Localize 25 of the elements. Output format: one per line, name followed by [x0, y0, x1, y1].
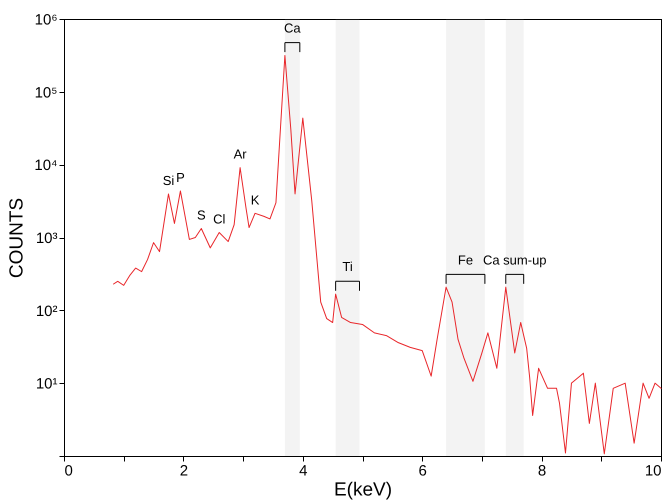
x-tick-label: 6: [418, 462, 427, 480]
annotation: S: [196, 207, 206, 222]
y-tick-label: 10²: [36, 302, 58, 320]
x-tick-label: 8: [538, 462, 546, 480]
x-tick-label: 2: [180, 462, 188, 480]
x-tick-label: 10: [644, 462, 662, 480]
y-tick-label: 10³: [36, 230, 58, 247]
line-series: [113, 54, 662, 454]
band-label: Ca: [284, 20, 302, 36]
x-tick-label: 0: [64, 462, 73, 480]
annotation: P: [176, 170, 185, 185]
y-tick-label: 10¹: [36, 376, 58, 393]
band-label: Ti: [342, 259, 353, 274]
band-label: Ca sum-up: [482, 252, 547, 268]
band-label: Fe: [458, 252, 474, 268]
y-tick-label: 10⁵: [34, 84, 58, 102]
x-axis-title: E(keV): [334, 480, 392, 500]
annotation: Ar: [234, 146, 248, 162]
y-axis-title: COUNTS: [6, 198, 28, 278]
annotation: K: [250, 192, 260, 208]
x-tick-label: 4: [299, 462, 308, 480]
y-tick-label: 10⁶: [34, 12, 58, 28]
annotation: Si: [162, 172, 174, 188]
annotation: Cl: [213, 212, 226, 227]
y-tick-label: 10⁴: [34, 157, 58, 174]
